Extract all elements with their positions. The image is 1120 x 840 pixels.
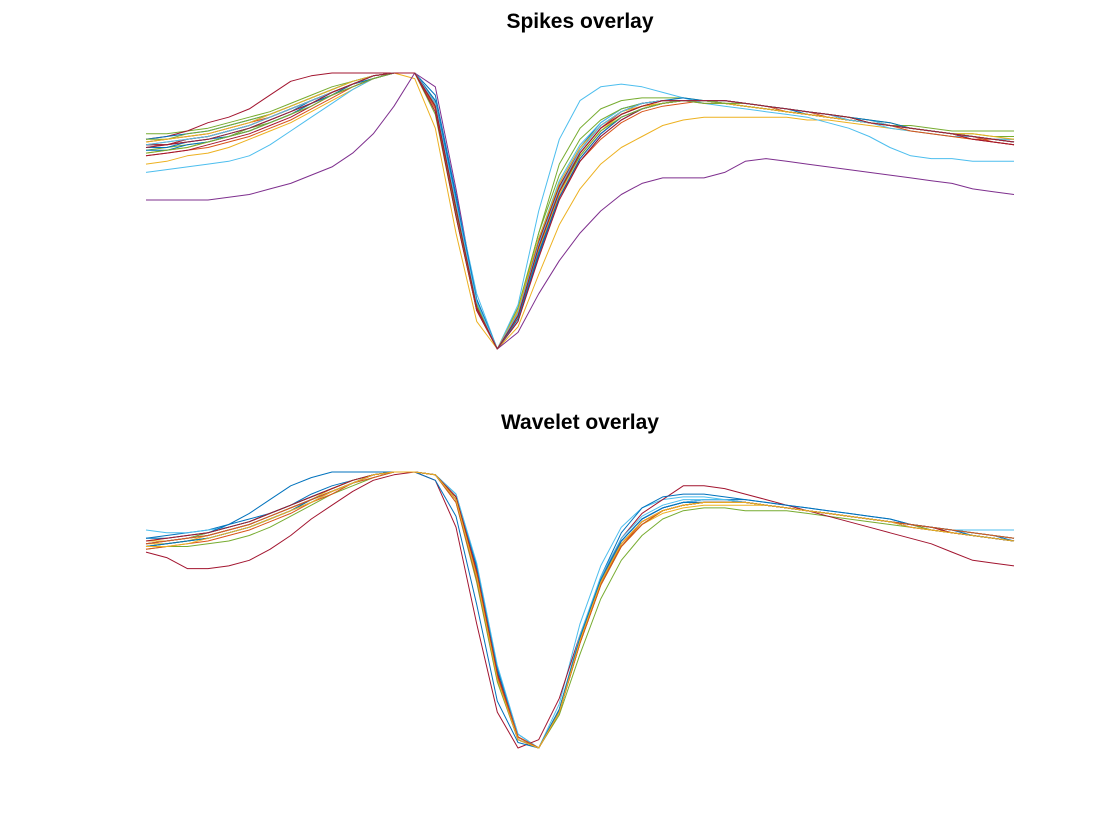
wavelet-overlay-series-line-22 bbox=[146, 471, 1015, 749]
spikes-overlay-series-line-6 bbox=[145, 72, 1014, 350]
wavelet-overlay-series-line-5 bbox=[145, 471, 1015, 749]
wavelet-overlay-plot-area bbox=[145, 471, 1015, 749]
spikes-overlay-panel: Spikes overlay bbox=[145, 10, 1015, 350]
spikes-overlay-series-line-3 bbox=[145, 72, 1015, 350]
spikes-overlay-plot-area bbox=[145, 72, 1015, 350]
spikes-overlay-series-line-4 bbox=[146, 72, 1015, 350]
wavelet-overlay-panel: Wavelet overlay bbox=[145, 411, 1015, 749]
wavelet-overlay-title: Wavelet overlay bbox=[501, 411, 659, 434]
spikes-overlay-title: Spikes overlay bbox=[506, 10, 653, 33]
spikes-overlay-series-line-25 bbox=[145, 72, 1015, 350]
